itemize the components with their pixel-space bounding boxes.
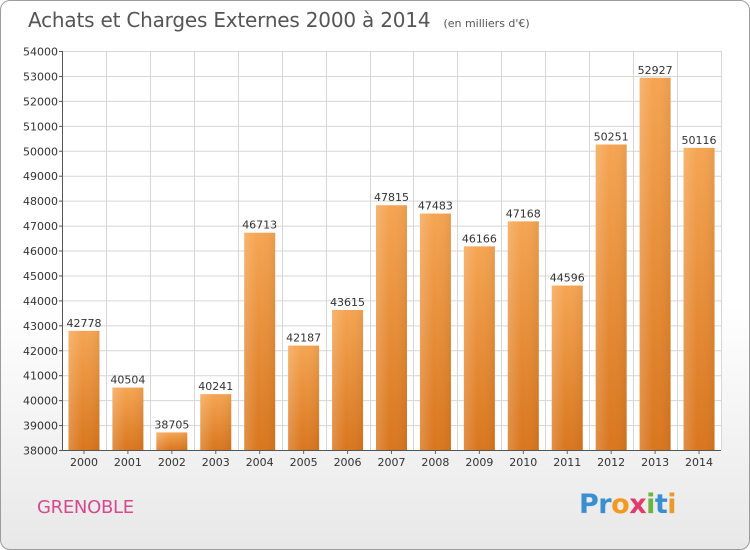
y-tick-label: 44000 bbox=[23, 295, 58, 308]
x-tick-label: 2011 bbox=[553, 456, 581, 469]
x-tick-label: 2004 bbox=[246, 456, 274, 469]
y-tick-label: 45000 bbox=[23, 270, 58, 283]
bar-shine bbox=[112, 387, 144, 450]
x-tick-label: 2001 bbox=[114, 456, 142, 469]
bar-shine bbox=[200, 394, 232, 450]
bar-shine bbox=[419, 213, 451, 450]
chart-subtitle: (en milliers d'€) bbox=[443, 17, 530, 30]
value-label: 42187 bbox=[286, 332, 321, 345]
x-tick-label: 2014 bbox=[685, 456, 713, 469]
x-tick-label: 2005 bbox=[290, 456, 318, 469]
brand-letter: i bbox=[667, 489, 677, 520]
bar-shine bbox=[551, 285, 583, 450]
y-tick-label: 52000 bbox=[23, 95, 58, 108]
axes bbox=[59, 51, 721, 454]
value-label: 40504 bbox=[110, 374, 145, 387]
bars bbox=[68, 77, 715, 451]
x-tick-label: 2006 bbox=[334, 456, 362, 469]
brand-letter: t bbox=[654, 489, 668, 520]
x-tick-label: 2003 bbox=[202, 456, 230, 469]
brand-letter: x bbox=[629, 489, 647, 520]
x-tick-label: 2008 bbox=[421, 456, 449, 469]
bar-shine bbox=[288, 345, 320, 450]
y-tick-label: 54000 bbox=[23, 46, 58, 59]
value-label: 47483 bbox=[418, 200, 453, 213]
city-label: GRENOBLE bbox=[37, 497, 134, 518]
value-label: 52927 bbox=[638, 64, 673, 77]
bar-shine bbox=[463, 246, 495, 450]
y-tick-label: 51000 bbox=[23, 120, 58, 133]
bar-shine bbox=[639, 77, 671, 450]
value-label: 40241 bbox=[198, 380, 233, 393]
value-label: 42778 bbox=[66, 317, 101, 330]
y-tick-label: 38000 bbox=[23, 445, 58, 458]
value-label: 47815 bbox=[374, 191, 409, 204]
x-tick-label: 2002 bbox=[158, 456, 186, 469]
y-tick-label: 46000 bbox=[23, 245, 58, 258]
y-tick-label: 42000 bbox=[23, 345, 58, 358]
value-label: 46166 bbox=[462, 232, 497, 245]
bar-shine bbox=[595, 144, 627, 450]
title-row: Achats et Charges Externes 2000 à 2014 (… bbox=[28, 8, 530, 32]
x-tick-label: 2009 bbox=[465, 456, 493, 469]
value-label: 38705 bbox=[154, 418, 189, 431]
value-label: 50116 bbox=[682, 134, 717, 147]
bar-shine bbox=[156, 432, 188, 450]
y-tick-label: 49000 bbox=[23, 170, 58, 183]
bar-shine bbox=[376, 205, 407, 450]
y-tick-label: 53000 bbox=[23, 70, 58, 83]
x-tick-label: 2000 bbox=[70, 456, 98, 469]
y-tick-label: 40000 bbox=[23, 395, 58, 408]
y-tick-label: 50000 bbox=[23, 145, 58, 158]
value-label: 43615 bbox=[330, 296, 365, 309]
chart-title: Achats et Charges Externes 2000 à 2014 bbox=[28, 8, 431, 32]
y-tick-label: 41000 bbox=[23, 370, 58, 383]
brand-letter: i bbox=[646, 489, 655, 520]
bar-shine bbox=[68, 330, 100, 450]
x-tick-label: 2010 bbox=[509, 456, 537, 469]
bar-shine bbox=[332, 309, 364, 450]
brand-logo: Proxiti bbox=[579, 489, 677, 520]
x-tick-label: 2007 bbox=[378, 456, 406, 469]
value-label: 44596 bbox=[550, 272, 585, 285]
y-tick-label: 39000 bbox=[23, 420, 58, 433]
bar-shine bbox=[507, 221, 539, 450]
brand-letter: P bbox=[579, 489, 599, 520]
value-label: 46713 bbox=[242, 219, 277, 232]
brand-letter: o bbox=[611, 489, 630, 520]
bar-shine bbox=[683, 147, 715, 451]
y-tick-label: 48000 bbox=[23, 195, 58, 208]
brand-letter: r bbox=[598, 489, 612, 520]
y-tick-label: 43000 bbox=[23, 320, 58, 333]
x-tick-label: 2012 bbox=[597, 456, 625, 469]
labels: 38000 39000 40000 41000 42000 43000 44000 45000… bbox=[23, 46, 717, 470]
value-label: 50251 bbox=[594, 130, 629, 143]
y-tick-label: 47000 bbox=[23, 220, 58, 233]
bar-shine bbox=[244, 232, 276, 450]
x-tick-label: 2013 bbox=[641, 456, 669, 469]
value-label: 47168 bbox=[506, 207, 541, 220]
